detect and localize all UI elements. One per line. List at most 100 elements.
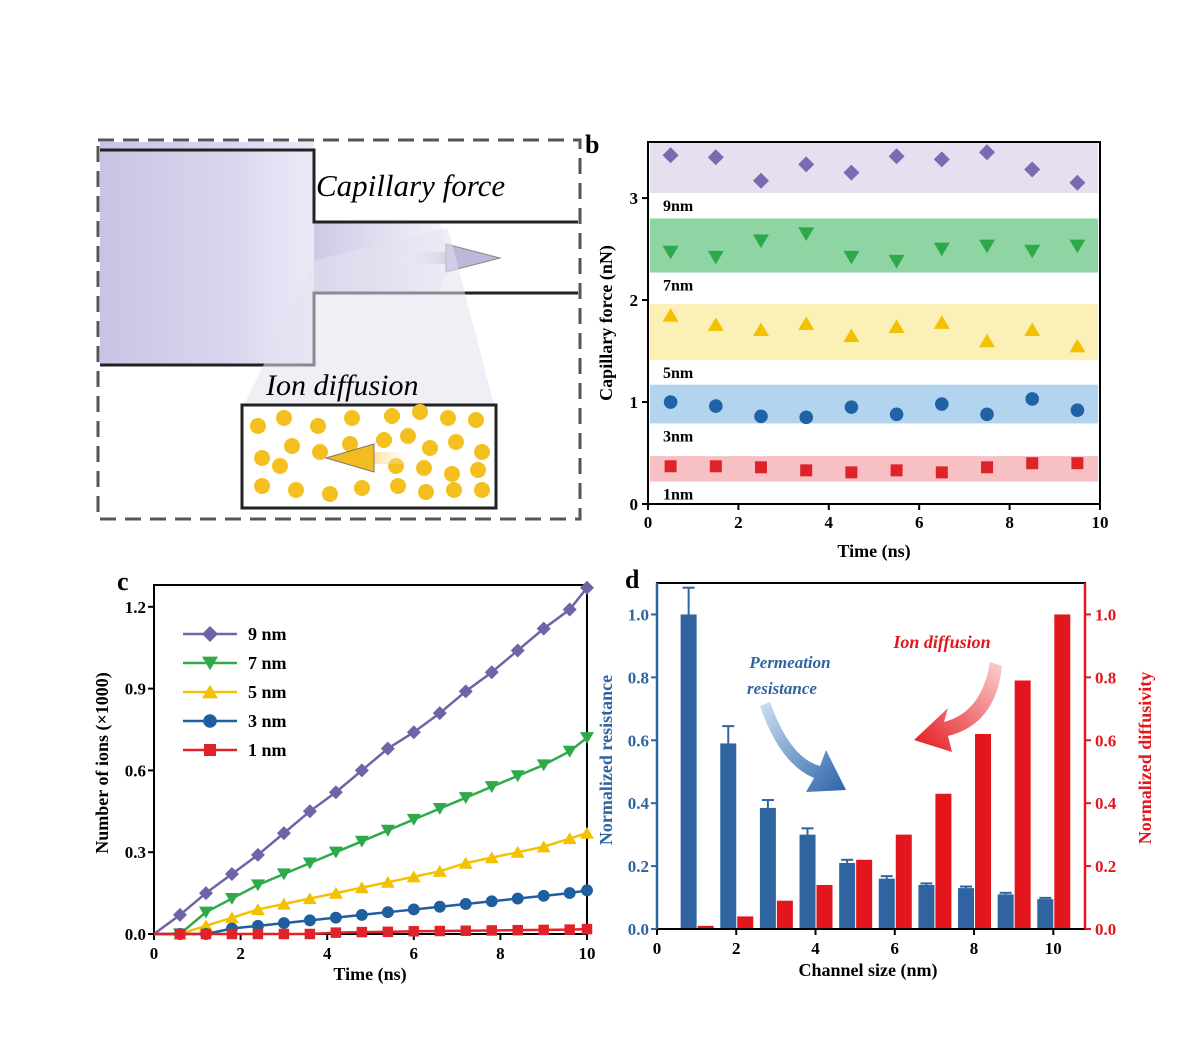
ion-dot	[376, 432, 392, 448]
c-xtick-label: 6	[410, 944, 419, 963]
point-7nm	[933, 242, 950, 257]
c-ylabel: Number of ions (×1000)	[92, 672, 113, 853]
d-ytick-label-left: 1.0	[628, 605, 649, 624]
d-ytick-label-left: 0.6	[628, 731, 649, 750]
d-ytick-label-left: 0.8	[628, 668, 649, 687]
point-9nm	[354, 763, 369, 778]
ion-dot	[418, 484, 434, 500]
point-1nm	[800, 464, 813, 477]
band-5nm	[650, 304, 1098, 361]
point-3nm	[663, 395, 678, 409]
diffusion-annotation: Ion diffusion	[892, 632, 990, 652]
point-5nm	[510, 845, 525, 858]
c-xlabel: Time (ns)	[333, 964, 406, 985]
point-3nm	[754, 409, 768, 424]
band-9nm	[650, 142, 1098, 193]
point-9nm	[753, 172, 769, 189]
point-9nm	[536, 621, 551, 636]
series-label-1nm: 1nm	[663, 487, 694, 504]
resistance-annotation-line2: resistance	[747, 679, 817, 698]
ion-dot	[322, 486, 338, 502]
ion-dot	[446, 482, 462, 498]
point-9nm	[843, 164, 860, 181]
point-1nm	[890, 464, 903, 477]
point-5nm	[354, 881, 369, 894]
point-1nm	[460, 925, 472, 936]
point-3nm	[537, 889, 550, 902]
point-5nm	[380, 875, 395, 888]
point-1nm	[226, 928, 238, 940]
point-9nm	[458, 684, 473, 699]
point-9nm	[224, 867, 239, 882]
point-5nm	[580, 826, 594, 839]
point-7nm	[580, 732, 594, 744]
point-5nm	[302, 892, 317, 905]
point-3nm	[980, 407, 994, 422]
point-9nm	[979, 144, 995, 161]
point-3nm	[799, 410, 813, 425]
legend-label: 5 nm	[248, 682, 287, 702]
point-9nm	[580, 580, 594, 595]
b-xlabel: Time (ns)	[837, 541, 910, 562]
c-plot-frame	[153, 584, 588, 935]
capillary-force-label: Capillary force	[316, 168, 505, 203]
ion-dot	[422, 440, 438, 456]
point-1nm	[564, 924, 575, 935]
point-5nm	[406, 870, 421, 883]
point-7nm	[888, 254, 905, 269]
point-7nm	[354, 835, 369, 848]
point-5nm	[1024, 322, 1041, 337]
ion-dot	[254, 450, 270, 466]
point-7nm	[484, 781, 499, 794]
d-ytick-label-right: 0.2	[1095, 857, 1116, 876]
point-3nm	[329, 911, 342, 924]
c-ytick-label: 0.3	[125, 843, 146, 862]
d-ytick-label-right: 1.0	[1095, 605, 1116, 624]
point-9nm	[328, 785, 343, 800]
d-ytick-label-right: 0.4	[1095, 794, 1117, 813]
ion-diffusion-label: Ion diffusion	[265, 369, 419, 402]
c-xtick-label: 4	[323, 944, 332, 963]
diffusion-arrow-icon	[324, 443, 375, 473]
point-3nm	[844, 400, 859, 414]
point-1nm	[1071, 457, 1084, 470]
point-5nm	[328, 886, 343, 899]
ion-dot	[272, 458, 288, 474]
point-9nm	[510, 643, 525, 658]
point-1nm	[845, 466, 858, 479]
resistance-bar	[878, 878, 895, 929]
ion-dot	[444, 466, 460, 482]
b-xtick-label: 6	[915, 513, 924, 532]
ion-dot	[342, 436, 358, 452]
series-label-5nm: 5nm	[663, 365, 694, 382]
point-9nm	[707, 149, 724, 166]
panel-a: a Capillary force Ion diffusion	[96, 137, 582, 521]
point-7nm	[458, 792, 473, 804]
b-bands	[650, 142, 1098, 482]
ion-particles	[250, 404, 490, 502]
d-xtick-label: 8	[970, 939, 979, 958]
b-xtick-label: 0	[644, 513, 653, 532]
ion-dot	[250, 418, 266, 434]
d-ylabel-left: Normalized resistance	[596, 675, 616, 845]
point-1nm	[709, 460, 722, 473]
b-ylabel: Capillary force (nN)	[596, 245, 617, 401]
ion-dot	[288, 482, 304, 498]
panel-d: d 0 2 4 6 8 10 0.0 0.0 0.2 0.2 0.4 0.4 0.6 0.6 0.8 0.8 1…	[596, 565, 1155, 981]
point-5nm	[888, 319, 905, 333]
point-5nm	[484, 851, 499, 864]
point-3nm	[303, 914, 316, 927]
point-1nm	[252, 928, 264, 940]
legend-marker	[202, 656, 218, 671]
ion-dot	[468, 412, 484, 428]
point-7nm	[198, 906, 213, 919]
ion-dot	[310, 418, 326, 434]
diffusivity-bar	[697, 925, 714, 929]
point-7nm	[380, 824, 395, 837]
resistance-arrow-icon	[760, 702, 846, 792]
point-1nm	[486, 925, 497, 936]
point-9nm	[380, 741, 395, 756]
point-3nm	[277, 917, 290, 930]
